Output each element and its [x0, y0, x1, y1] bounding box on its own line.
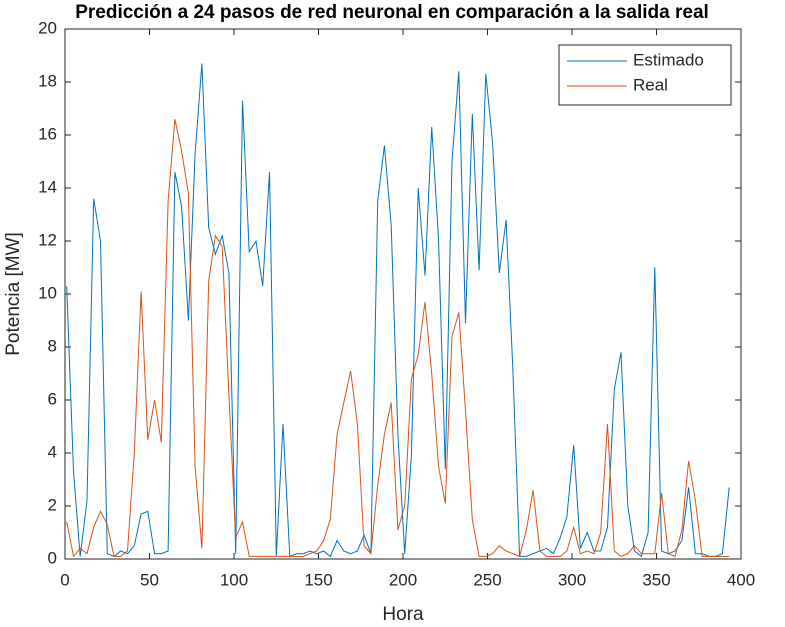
x-tick-label: 300	[558, 570, 586, 589]
y-tick-label: 14	[38, 177, 57, 196]
y-tick-label: 10	[38, 283, 57, 302]
y-tick-label: 6	[48, 389, 57, 408]
axes-box	[64, 28, 742, 560]
x-tick-label: 150	[304, 570, 332, 589]
y-axis-label: Potencia [MW]	[3, 232, 24, 356]
x-tick-label: 0	[60, 570, 69, 589]
legend-box	[558, 44, 732, 106]
y-tick-label: 0	[48, 548, 57, 567]
x-axis-label: Hora	[382, 604, 424, 625]
legend-label: Estimado	[633, 50, 704, 69]
y-tick-label: 2	[48, 495, 57, 514]
legend-label: Real	[633, 75, 668, 94]
x-tick-label: 350	[642, 570, 670, 589]
x-tick-label: 50	[140, 570, 159, 589]
y-tick-label: 20	[38, 18, 57, 37]
y-tick-label: 12	[38, 230, 57, 249]
x-tick-label: 250	[473, 570, 501, 589]
x-tick-label: 400	[727, 570, 755, 589]
y-tick-label: 8	[48, 336, 57, 355]
x-tick-label: 100	[220, 570, 248, 589]
y-tick-label: 16	[38, 124, 57, 143]
chart-title: Predicción a 24 pasos de red neuronal en…	[75, 2, 709, 23]
y-tick-label: 4	[48, 442, 57, 461]
y-tick-label: 18	[38, 71, 57, 90]
x-tick-label: 200	[389, 570, 417, 589]
data-line	[66, 118, 730, 558]
data-line	[66, 63, 730, 558]
